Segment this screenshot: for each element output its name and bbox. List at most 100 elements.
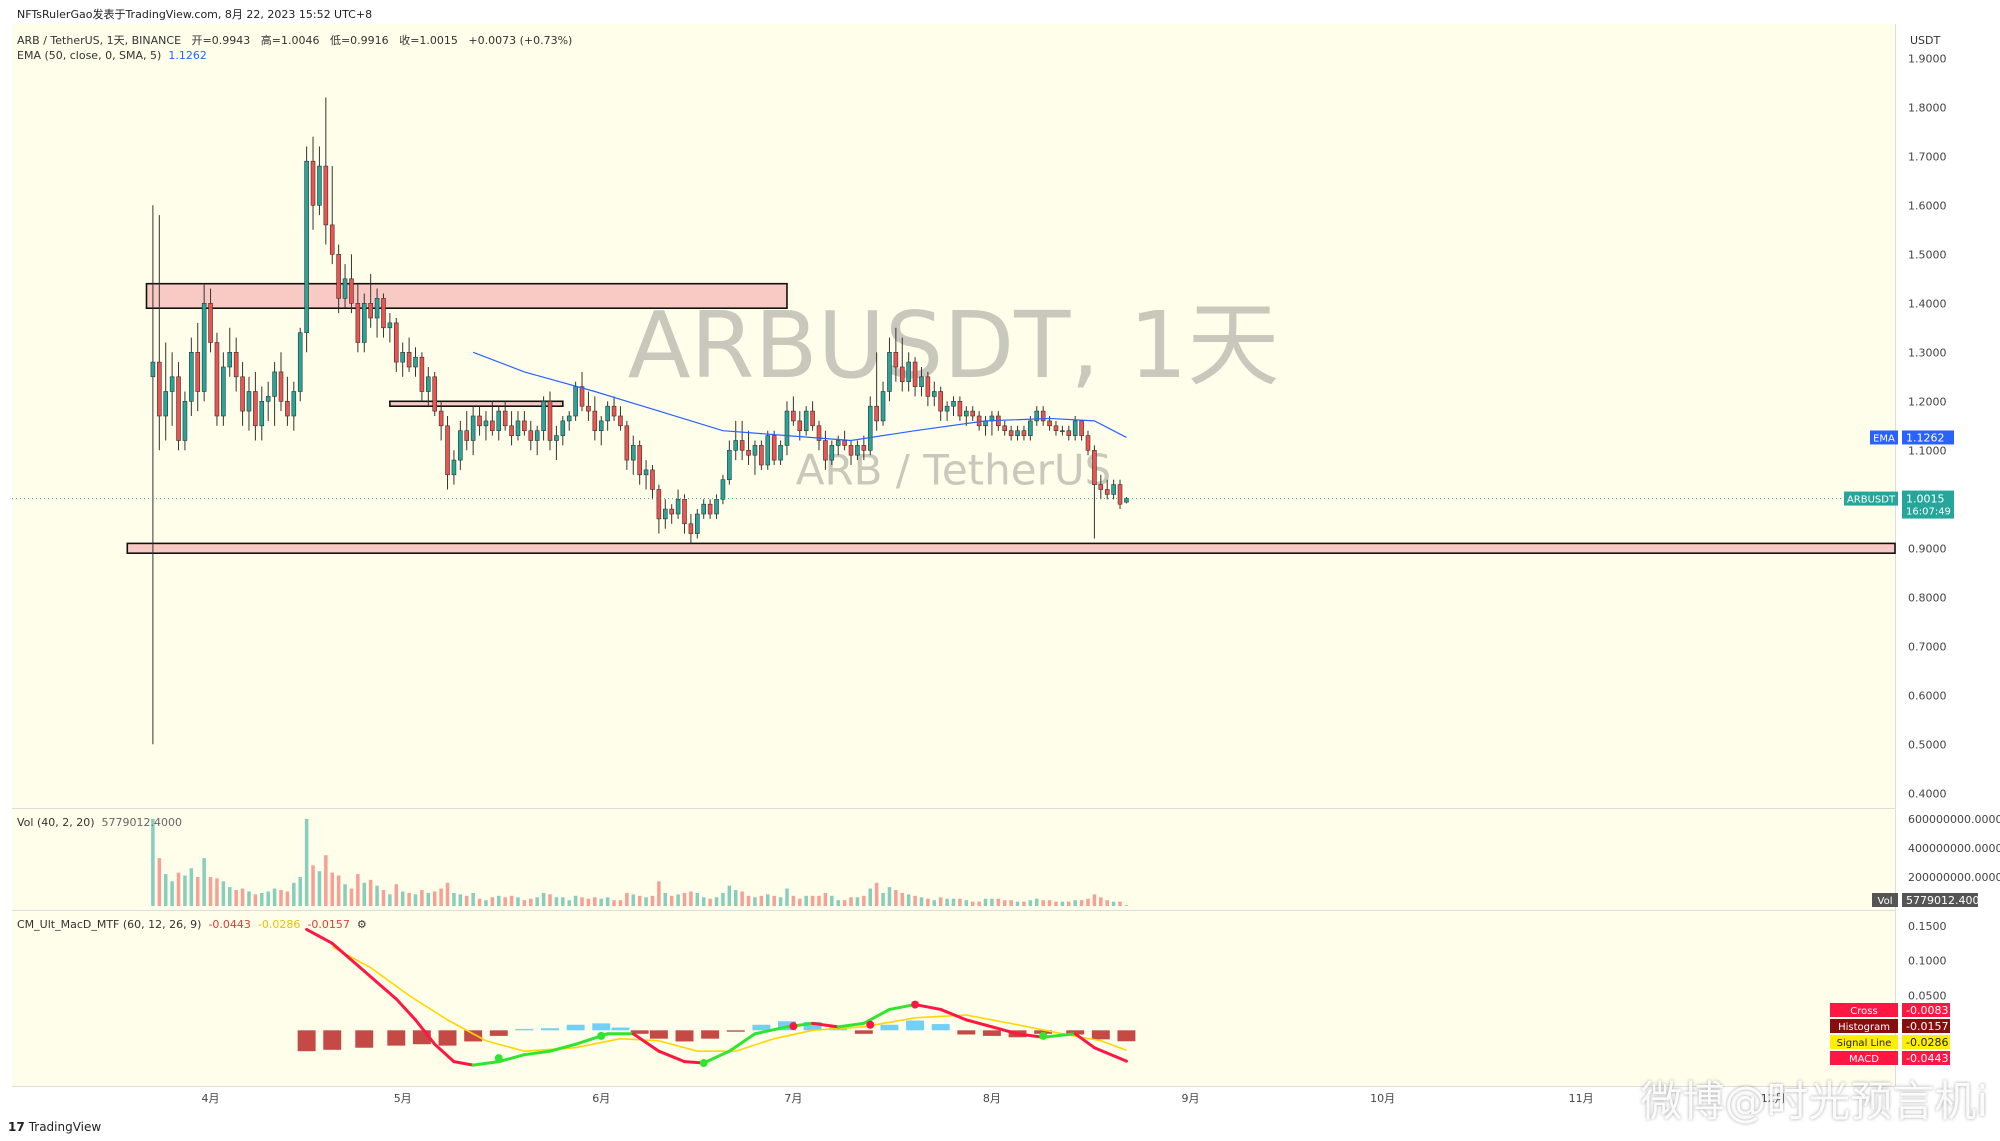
candle-body (317, 165, 322, 206)
candle-body (855, 445, 860, 456)
macd-line-segment (1041, 1032, 1077, 1039)
volume-bar (1086, 898, 1090, 906)
volume-bar (714, 897, 719, 906)
volume-bar (785, 888, 789, 906)
ohlc-low-label: 低 (329, 34, 341, 47)
macd-legend-text: CM_Ult_MacD_MTF (60, 12, 26, 9) (17, 918, 202, 931)
volume-bar (1028, 900, 1033, 906)
ohlc-close: =1.0015 (410, 34, 458, 47)
candle-body (701, 503, 706, 515)
candle-body (1040, 410, 1046, 422)
volume-bar (170, 881, 174, 906)
volume-bar (874, 882, 879, 906)
candle-body (797, 420, 803, 431)
tradingview-logo-icon: 17 (8, 1120, 25, 1134)
volume-legend[interactable]: Vol (40, 2, 20) 5779012.4000 (17, 816, 182, 829)
candle-body (413, 356, 418, 368)
candle-body (951, 400, 956, 407)
volume-bar (644, 897, 648, 906)
volume-bar (612, 900, 616, 906)
volume-bar (477, 898, 482, 906)
candle-body (515, 420, 521, 436)
candle-body (823, 440, 828, 461)
price-tick-label: 1.8000 (1908, 101, 1947, 114)
ema-legend[interactable]: EMA (50, close, 0, SMA, 5) 1.1262 (17, 49, 207, 62)
volume-bar (330, 872, 334, 906)
candle-body (470, 415, 476, 441)
candle-body (944, 405, 950, 412)
candle-body (227, 351, 233, 368)
macd-line-segment (657, 1049, 686, 1064)
footer-brand[interactable]: 17 TradingView (8, 1120, 101, 1134)
volume-bar (157, 858, 162, 906)
macd-histogram-bar (611, 1027, 630, 1031)
volume-bar (343, 884, 347, 906)
volume-bar (1079, 900, 1084, 906)
volume-bar (862, 895, 866, 906)
volume-bar (708, 898, 712, 906)
candle-body (1053, 425, 1059, 431)
candle-body (739, 440, 745, 451)
volume-bar (932, 900, 937, 906)
volume-bar (977, 901, 981, 906)
volume-bar (746, 895, 751, 906)
candle-body (201, 302, 207, 392)
ohlc-high-label: 高 (260, 34, 272, 47)
candle-body (663, 508, 668, 520)
symbol-line: ARB / TetherUS, 1天, BINANCE (17, 34, 182, 47)
weibo-watermark: 微博@时光预言机i (1640, 1077, 1988, 1126)
candle-body (727, 449, 732, 480)
macd-line-segment (862, 1007, 891, 1025)
volume-bar (586, 898, 591, 906)
volume-bar (554, 897, 559, 906)
volume-bar (336, 875, 341, 906)
candle-body (899, 366, 905, 382)
candle-body (246, 391, 252, 412)
macd-line-segment (631, 1032, 661, 1053)
macd-histogram-bar (630, 1030, 649, 1034)
volume-bar (490, 897, 495, 906)
ema-badge-label: EMA (1873, 433, 1895, 444)
volume-bar (663, 892, 668, 906)
volume-bar (810, 895, 815, 906)
settings-icon[interactable]: ⚙ (356, 918, 367, 931)
volume-bar (561, 897, 565, 906)
volume-bar (535, 897, 539, 906)
candle-body (682, 498, 687, 525)
volume-bar (983, 898, 988, 906)
candle-body (387, 322, 393, 329)
macd-histogram-bar (726, 1030, 745, 1032)
candle-body (150, 361, 156, 378)
pane-separator (12, 808, 1895, 809)
candle-body (586, 405, 591, 412)
volume-bar (195, 876, 200, 906)
price-tick-label: 1.5000 (1908, 248, 1947, 261)
candle-body (438, 410, 444, 427)
volume-bar (183, 875, 187, 906)
candle-body (355, 302, 361, 343)
volume-bar (1041, 900, 1045, 906)
time-tick-label: 12月 (1761, 1092, 1786, 1105)
volume-legend-text: Vol (40, 2, 20) (17, 816, 95, 829)
brand-name: TradingView (28, 1120, 102, 1134)
volume-bar (1073, 900, 1077, 906)
macd-badge-value: -0.0083 (1906, 1004, 1948, 1017)
candle-body (1066, 430, 1072, 436)
macd-badge-label: Cross (1850, 1006, 1877, 1017)
candle-body (675, 498, 681, 515)
volume-bar (759, 895, 764, 906)
volume-bar (151, 818, 155, 906)
volume-bar (1035, 898, 1039, 906)
volume-bar (381, 890, 386, 906)
volume-bar (906, 894, 911, 906)
candle-body (1002, 425, 1008, 431)
candle-body (874, 405, 879, 422)
ohlc-change: +0.0073 (+0.73%) (468, 34, 573, 47)
candle-body (329, 224, 335, 255)
candle-body (554, 435, 559, 441)
volume-bar (830, 895, 834, 906)
price-tick-label: 1.3000 (1908, 346, 1947, 359)
macd-legend[interactable]: CM_Ult_MacD_MTF (60, 12, 26, 9) -0.0443 … (17, 918, 367, 931)
volume-badge-label-bg (1872, 893, 1898, 907)
